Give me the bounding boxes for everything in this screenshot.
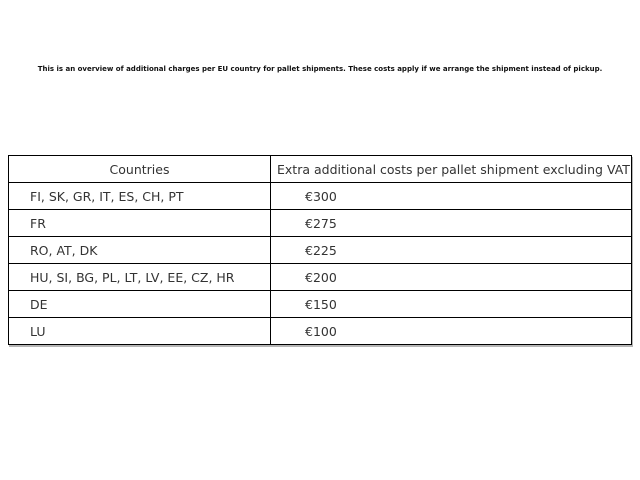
countries-cell: DE (7, 290, 272, 318)
cost-cell: €225 (270, 236, 632, 264)
countries-cell: FR (7, 209, 272, 237)
table-row: HU, SI, BG, PL, LT, LV, EE, CZ, HR €200 (7, 263, 632, 291)
costs-column-header: Extra additional costs per pallet shipme… (270, 155, 632, 183)
table-header-row: Countries Extra additional costs per pal… (7, 155, 632, 183)
table-row: LU €100 (7, 317, 632, 345)
cost-cell: €300 (270, 182, 632, 210)
table-row: FI, SK, GR, IT, ES, CH, PT €300 (7, 182, 632, 210)
table-row: RO, AT, DK €225 (7, 236, 632, 264)
cost-cell: €200 (270, 263, 632, 291)
countries-cell: FI, SK, GR, IT, ES, CH, PT (7, 182, 272, 210)
countries-column-header: Countries (7, 155, 272, 183)
charges-table: Countries Extra additional costs per pal… (7, 155, 632, 345)
cost-cell: €150 (270, 290, 632, 318)
intro-text: This is an overview of additional charge… (37, 65, 603, 73)
cost-cell: €275 (270, 209, 632, 237)
countries-cell: LU (7, 317, 272, 345)
table-row: FR €275 (7, 209, 632, 237)
cost-cell: €100 (270, 317, 632, 345)
countries-cell: HU, SI, BG, PL, LT, LV, EE, CZ, HR (7, 263, 272, 291)
table-row: DE €150 (7, 290, 632, 318)
countries-cell: RO, AT, DK (7, 236, 272, 264)
